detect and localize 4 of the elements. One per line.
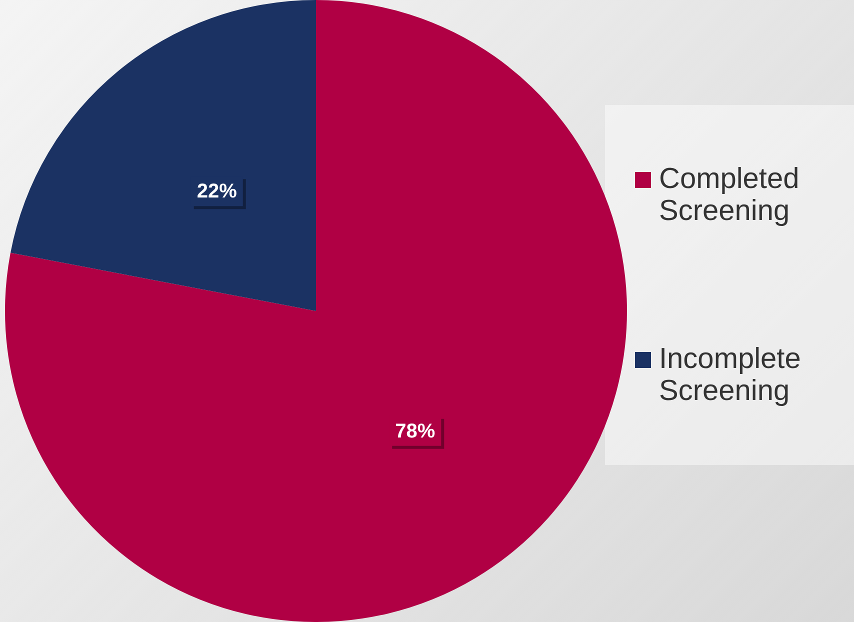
legend-label: Incomplete Screening xyxy=(659,343,802,407)
data-label: 22% xyxy=(196,180,238,203)
legend-label: Completed Screening xyxy=(659,163,800,227)
data-label: 78% xyxy=(395,420,436,442)
